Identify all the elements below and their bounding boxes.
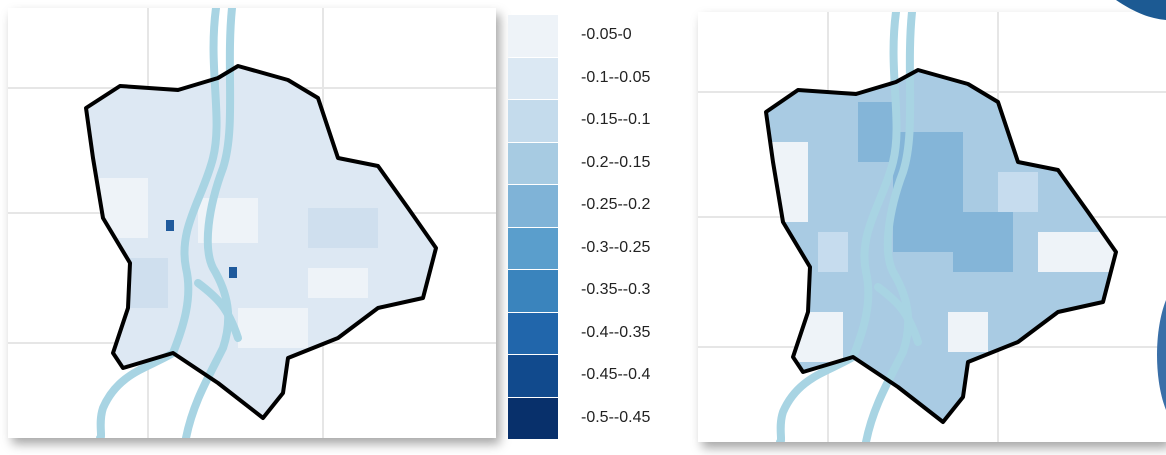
legend-swatch — [508, 57, 558, 99]
left-map-mid-patch — [308, 208, 378, 248]
legend-swatch — [508, 100, 558, 142]
right-map-light-patch — [768, 142, 808, 222]
right-map-mid-patch — [998, 172, 1038, 212]
legend-label: -0.4--0.35 — [581, 323, 651, 341]
left-map-region — [86, 66, 436, 418]
right-map-mid-patch — [818, 232, 848, 272]
legend-label: -0.45--0.4 — [581, 366, 651, 383]
legend-swatch — [508, 185, 558, 227]
left-map — [8, 8, 496, 438]
legend-swatch — [508, 227, 558, 269]
left-map-dark-cell — [166, 220, 174, 231]
river-danube — [96, 8, 242, 438]
legend-label: -0.15--0.1 — [581, 111, 651, 128]
left-map-dark-cell — [229, 267, 237, 278]
legend-swatch — [508, 312, 558, 354]
legend-swatch — [508, 15, 558, 57]
legend: -0.05-0 -0.1--0.05 -0.15--0.1 -0.2--0.15 -0.… — [503, 15, 693, 455]
legend-label: -0.2--0.15 — [581, 153, 651, 171]
legend-label: -0.3--0.25 — [581, 238, 651, 256]
legend-swatch — [508, 355, 558, 397]
right-map-region — [766, 70, 1116, 422]
legend-label: -0.1--0.05 — [581, 68, 651, 86]
slide-edge-decoration — [1157, 300, 1166, 410]
right-map-light-patch — [1038, 232, 1116, 272]
left-map-panel — [8, 8, 496, 438]
legend-swatch — [508, 270, 558, 312]
slide-corner-decoration — [1116, 0, 1166, 20]
left-map-mid-patch — [118, 258, 168, 308]
right-map-light-patch — [948, 312, 988, 352]
right-map-panel — [698, 12, 1166, 442]
right-map — [698, 12, 1166, 442]
legend-swatch — [508, 397, 558, 439]
left-map-light-patch — [238, 308, 308, 348]
right-map-dark-patch — [953, 212, 1013, 272]
left-map-border — [84, 64, 438, 420]
right-map-dark-patch — [893, 132, 963, 252]
river-danube — [776, 12, 922, 442]
legend-swatch — [508, 142, 558, 184]
right-map-border — [764, 68, 1118, 424]
legend-label: -0.35--0.3 — [581, 281, 651, 298]
legend-label: -0.25--0.2 — [581, 196, 651, 213]
legend-label: -0.5--0.45 — [581, 408, 651, 426]
legend-label: -0.05-0 — [581, 26, 632, 43]
left-map-light-patch — [308, 268, 368, 298]
